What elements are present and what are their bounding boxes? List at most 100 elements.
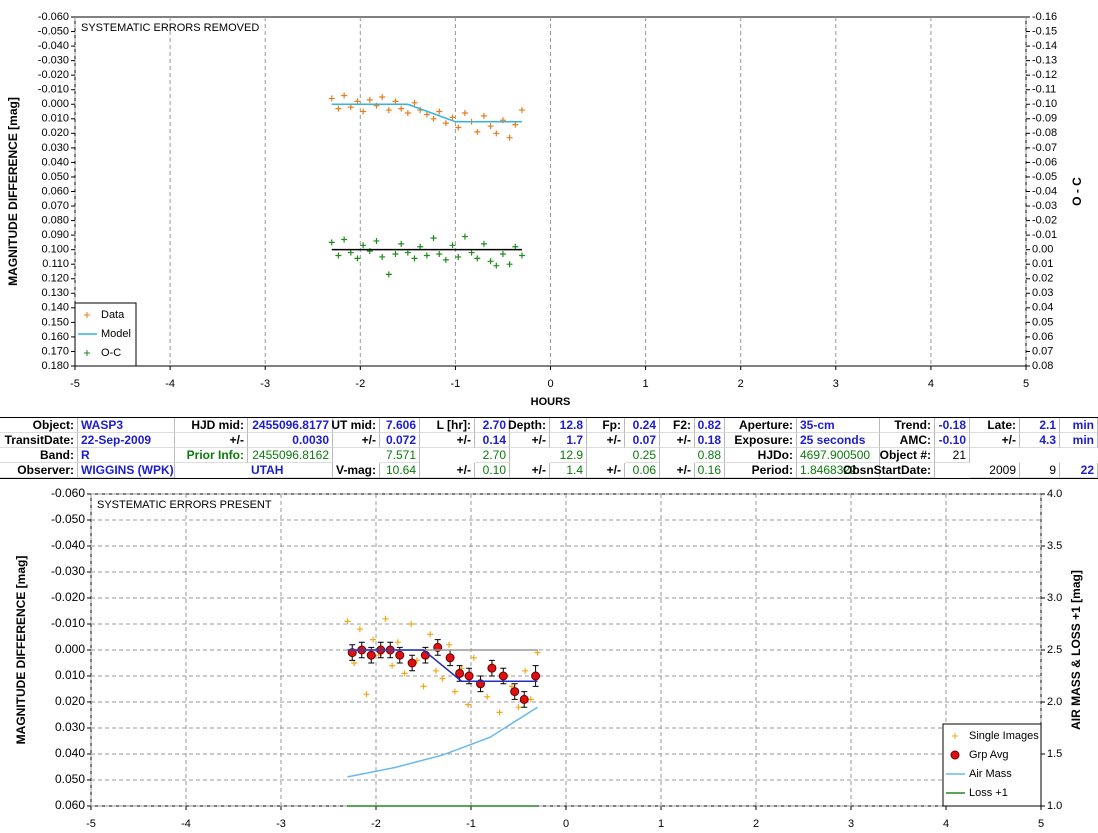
field-label: Exposure: xyxy=(725,433,797,448)
field-value: 2455096.8177 xyxy=(248,418,333,433)
legend-label: Single Images xyxy=(969,730,1039,742)
y2-tick-label: 0.06 xyxy=(1032,331,1053,343)
y-tick-label: 0.060 xyxy=(55,798,85,812)
y-tick-label: 0.040 xyxy=(41,156,69,168)
field-label: Band: xyxy=(0,448,78,463)
y-tick-label: 0.060 xyxy=(41,185,69,197)
data-point xyxy=(474,128,481,135)
y-tick-label: -0.040 xyxy=(38,40,69,52)
field-label: Aperture: xyxy=(725,418,797,433)
field-label: TransitDate: xyxy=(0,433,78,448)
y2-tick-label: -0.05 xyxy=(1032,171,1057,183)
y-tick-label: 0.070 xyxy=(41,200,69,212)
field-label: HJDo: xyxy=(725,448,797,463)
data-point xyxy=(366,650,376,660)
data-point xyxy=(392,251,399,258)
field-label: Prior Info: xyxy=(175,448,248,463)
data-point xyxy=(512,121,519,128)
data-point xyxy=(401,670,408,677)
y2-axis-title: O - C xyxy=(1070,177,1084,206)
field-value: 1.8468322 xyxy=(797,463,880,478)
field-label: Trend: xyxy=(880,418,935,433)
legend-label: Data xyxy=(101,309,125,321)
field-label: Period: xyxy=(725,463,797,478)
field-label: +/- xyxy=(660,463,695,478)
y2-tick-label: -0.12 xyxy=(1032,69,1057,81)
field-value: 0.88 xyxy=(695,448,725,463)
y2-tick-label: 1.0 xyxy=(1047,800,1062,812)
data-point xyxy=(385,107,392,114)
y2-tick-label: -0.16 xyxy=(1032,11,1057,23)
y-tick-label: 0.080 xyxy=(41,214,69,226)
y-tick-label: 0.130 xyxy=(41,287,69,299)
field-value: 1.7 xyxy=(550,433,587,448)
data-point xyxy=(439,675,446,682)
y-tick-label: -0.050 xyxy=(38,25,69,37)
field-label: HJD mid: xyxy=(175,418,248,433)
field-value: 9 xyxy=(1020,463,1060,478)
y2-tick-label: -0.09 xyxy=(1032,113,1057,125)
field-value: 2.1 xyxy=(1020,418,1060,433)
field-value: 7.606 xyxy=(380,418,420,433)
data-point xyxy=(493,130,500,137)
data-point xyxy=(480,240,487,247)
legend-label: Loss +1 xyxy=(969,787,1008,799)
data-point xyxy=(366,96,373,103)
data-point xyxy=(398,240,405,247)
field-label: Fp: xyxy=(587,418,625,433)
field-value: 0.06 xyxy=(625,463,660,478)
y-tick-label: 0.170 xyxy=(41,345,69,357)
field-value: 0.24 xyxy=(625,418,660,433)
y2-tick-label: 2.0 xyxy=(1047,696,1062,708)
legend-label: Air Mass xyxy=(969,768,1012,780)
data-point xyxy=(522,667,529,674)
y-tick-label: -0.030 xyxy=(51,564,85,578)
x-tick-label: -2 xyxy=(371,818,381,830)
y2-tick-label: 0.03 xyxy=(1032,287,1053,299)
x-tick-label: 3 xyxy=(848,818,854,830)
data-point xyxy=(455,668,465,678)
field-label: V-mag: xyxy=(333,463,380,478)
y-tick-label: 0.000 xyxy=(41,98,69,110)
y-tick-label: 0.180 xyxy=(41,360,69,372)
data-point xyxy=(394,639,401,646)
x-tick-label: -1 xyxy=(466,818,476,830)
data-point xyxy=(398,105,405,112)
y2-tick-label: -0.10 xyxy=(1032,98,1057,110)
x-tick-label: -5 xyxy=(70,378,80,390)
field-value: 22 xyxy=(1060,463,1098,478)
legend-swatch xyxy=(84,312,90,318)
y-tick-label: -0.050 xyxy=(51,512,85,526)
data-point xyxy=(496,709,503,716)
field-value: 0.82 xyxy=(695,418,725,433)
field-value: 4697.900500 xyxy=(797,448,880,463)
y2-tick-label: -0.02 xyxy=(1032,214,1057,226)
data-point xyxy=(389,662,396,669)
field-value: 0.16 xyxy=(695,463,725,478)
data-point xyxy=(455,124,462,131)
y-tick-label: 0.000 xyxy=(55,642,85,656)
x-tick-label: 0 xyxy=(563,818,569,830)
data-point xyxy=(474,255,481,262)
y2-tick-label: -0.04 xyxy=(1032,185,1057,197)
legend-label: Model xyxy=(101,328,131,340)
data-point xyxy=(445,653,455,663)
y-tick-label: 0.020 xyxy=(41,127,69,139)
y-tick-label: 0.010 xyxy=(55,668,85,682)
y2-tick-label: -0.06 xyxy=(1032,156,1057,168)
y2-tick-label: -0.14 xyxy=(1032,40,1057,52)
data-point xyxy=(506,261,513,268)
y-tick-label: 0.020 xyxy=(55,694,85,708)
data-point xyxy=(417,243,424,250)
data-point xyxy=(487,123,494,130)
data-point xyxy=(512,243,519,250)
field-value: -0.10 xyxy=(935,433,970,448)
y2-tick-label: -0.11 xyxy=(1032,84,1056,96)
y-tick-label: -0.060 xyxy=(38,11,69,23)
data-point xyxy=(347,104,354,111)
data-point xyxy=(407,658,417,668)
data-point xyxy=(487,663,497,673)
data-point xyxy=(484,693,491,700)
field-value: 2009 xyxy=(970,463,1020,478)
x-tick-label: -3 xyxy=(276,818,286,830)
